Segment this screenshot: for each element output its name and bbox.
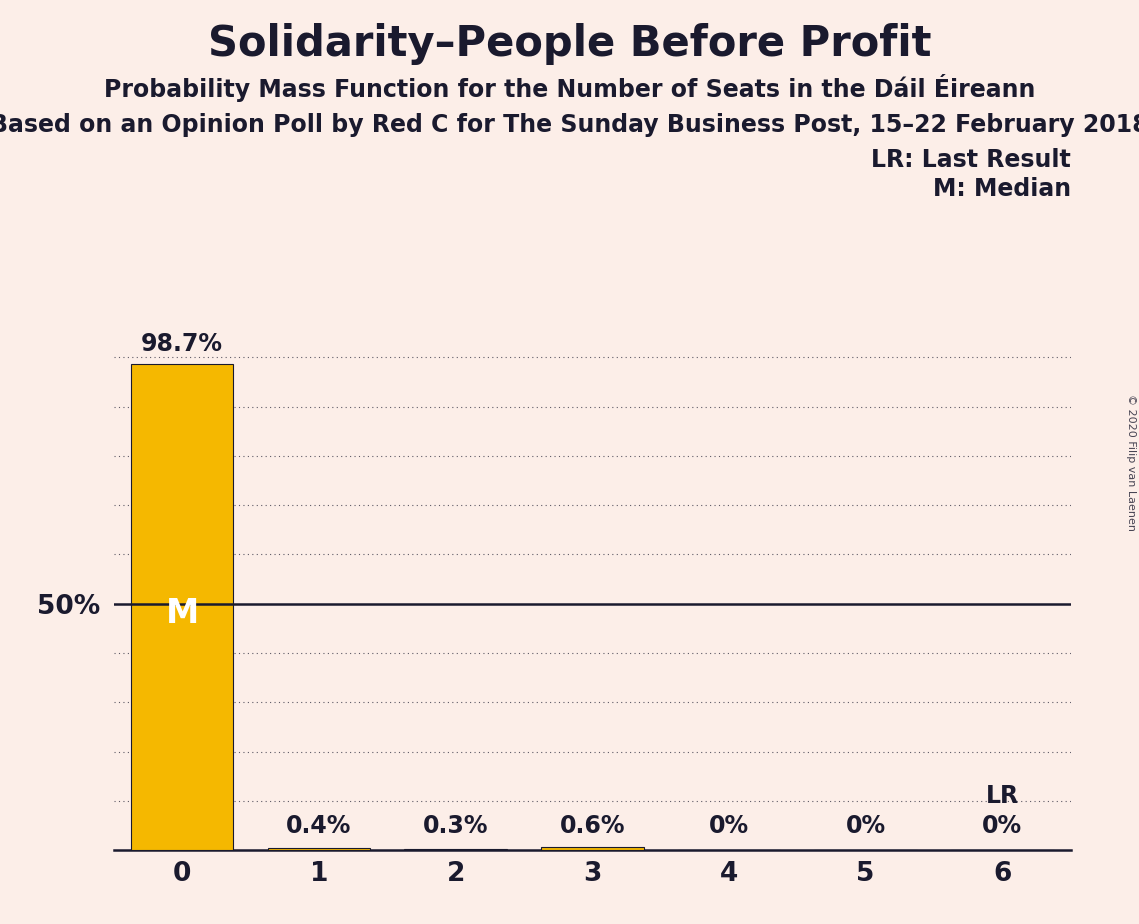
Text: M: Median: M: Median [933, 177, 1071, 201]
Bar [541, 847, 644, 850]
Bar [131, 364, 233, 850]
Text: 0.3%: 0.3% [423, 814, 489, 838]
Text: M: M [165, 597, 199, 630]
Text: © 2020 Filip van Laenen: © 2020 Filip van Laenen [1126, 394, 1136, 530]
Text: LR: Last Result: LR: Last Result [871, 148, 1071, 172]
Bar [404, 848, 507, 850]
Text: LR: LR [985, 784, 1019, 808]
Bar [268, 848, 370, 850]
Text: 0.6%: 0.6% [559, 814, 625, 838]
Text: Probability Mass Function for the Number of Seats in the Dáil Éireann: Probability Mass Function for the Number… [104, 74, 1035, 102]
Text: Based on an Opinion Poll by Red C for The Sunday Business Post, 15–22 February 2: Based on an Opinion Poll by Red C for Th… [0, 113, 1139, 137]
Text: 0%: 0% [982, 814, 1023, 838]
Text: 0%: 0% [708, 814, 749, 838]
Text: 0%: 0% [845, 814, 886, 838]
Text: Solidarity–People Before Profit: Solidarity–People Before Profit [207, 23, 932, 65]
Text: 98.7%: 98.7% [141, 333, 223, 357]
Text: 0.4%: 0.4% [286, 814, 352, 838]
